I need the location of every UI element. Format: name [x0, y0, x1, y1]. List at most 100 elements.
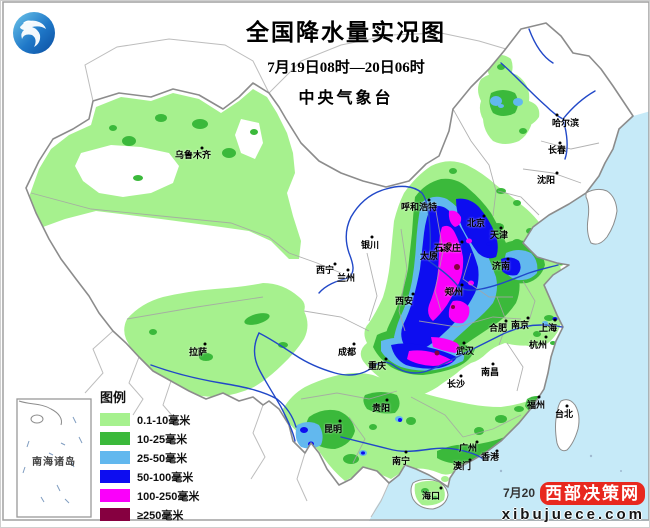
city-label: 银川	[361, 240, 380, 250]
map-agency: 中央气象台	[298, 90, 394, 107]
city-label: 太原	[420, 251, 439, 261]
city-label: 海口	[422, 491, 441, 501]
city-dot	[411, 292, 415, 296]
watermark-site-name: 西部决策网	[540, 482, 645, 505]
city-dot	[427, 198, 431, 202]
city-label: 南宁	[392, 456, 411, 466]
city-label: 南京	[511, 320, 530, 330]
city-dot	[370, 235, 374, 239]
city-label: 郑州	[445, 287, 464, 297]
legend-swatch	[100, 470, 130, 483]
sea-islets	[499, 454, 622, 473]
legend-label: 25-50毫米	[137, 452, 188, 465]
legend-label: 0.1-10毫米	[137, 414, 191, 427]
city-dot	[460, 240, 464, 244]
city-label: 西安	[395, 296, 414, 306]
date-fragment: 7月20	[503, 486, 536, 500]
city-dot	[439, 486, 443, 490]
city-label: 重庆	[368, 361, 387, 371]
city-label: 杭州	[529, 340, 548, 350]
legend-item: ≥250毫米	[100, 505, 199, 524]
city-dot	[499, 226, 503, 230]
city-dot	[475, 440, 479, 444]
city-dot	[352, 342, 356, 346]
city-label: 南昌	[481, 367, 500, 377]
city-dot	[440, 248, 444, 252]
city-dot	[553, 318, 557, 322]
city-label: 福州	[527, 400, 546, 410]
city-dot	[385, 398, 389, 402]
city-label: 天津	[490, 230, 509, 240]
inset-box	[16, 398, 92, 518]
legend-label: 50-100毫米	[137, 471, 194, 484]
map-period: 7月19日08时—20日06时	[267, 60, 425, 76]
korea-peninsula	[585, 188, 618, 245]
inset-islands	[18, 400, 83, 504]
legend-label: 10-25毫米	[137, 433, 188, 446]
city-dot	[404, 450, 408, 454]
watermark-domain: xibujuece.com	[501, 506, 645, 523]
city-label: 香港	[481, 452, 500, 462]
city-label: 长沙	[447, 379, 466, 389]
city-label: 西宁	[316, 265, 335, 275]
city-label: 拉萨	[189, 347, 208, 357]
legend-label: 100-250毫米	[137, 490, 200, 503]
city-label: 广州	[459, 443, 478, 453]
city-label: 贵阳	[372, 403, 391, 413]
city-dot	[504, 319, 508, 323]
city-label: 成都	[338, 347, 357, 357]
city-label: 武汉	[456, 346, 475, 356]
legend-label: ≥250毫米	[137, 509, 184, 522]
city-label: 济南	[492, 261, 511, 271]
city-label: 昆明	[324, 424, 343, 434]
legend-swatch	[100, 413, 130, 426]
city-dot	[459, 374, 463, 378]
legend-item: 25-50毫米	[100, 448, 199, 467]
city-dot	[495, 449, 499, 453]
city-dot	[338, 419, 342, 423]
city-dot	[200, 146, 204, 150]
inset-label: 南海诸岛	[32, 457, 76, 468]
legend-title: 图例	[100, 390, 127, 405]
city-dot	[555, 171, 559, 175]
city-label: 乌鲁木齐	[175, 150, 212, 160]
city-dot	[558, 141, 562, 145]
city-label: 呼和浩特	[401, 202, 438, 212]
city-dot	[555, 113, 559, 117]
map-title: 全国降水量实况图	[246, 20, 446, 45]
city-label: 沈阳	[537, 175, 556, 185]
rain-holes	[75, 119, 263, 197]
city-label: 石家庄	[434, 243, 462, 253]
city-dot	[384, 357, 388, 361]
city-label: 哈尔滨	[552, 118, 580, 128]
province-borders	[30, 108, 600, 464]
legend-item: 50-100毫米	[100, 467, 199, 486]
city-label: 兰州	[337, 273, 356, 283]
cma-logo-icon	[13, 12, 55, 54]
city-dot	[506, 257, 510, 261]
city-dot	[544, 335, 548, 339]
watermark: 西部决策网 xibujuece.com	[502, 482, 645, 523]
title-block: 全国降水量实况图 7月19日08时—20日06时 中央气象台	[171, 13, 521, 108]
city-dot	[491, 362, 495, 366]
rain-level-6	[434, 242, 460, 356]
city-dot	[482, 214, 486, 218]
city-dot	[565, 404, 569, 408]
city-dot	[333, 262, 337, 266]
legend-item: 10-25毫米	[100, 429, 199, 448]
legend-item: 0.1-10毫米	[100, 410, 199, 429]
neighbor-borders	[84, 32, 507, 518]
city-dot	[460, 283, 464, 287]
legend-swatch	[100, 432, 130, 445]
city-label: 澳门	[453, 461, 472, 471]
city-dot	[346, 268, 350, 272]
city-dot	[526, 316, 530, 320]
city-label: 合肥	[489, 323, 508, 333]
legend-item: 100-250毫米	[100, 486, 199, 505]
legend: 图例 0.1-10毫米 10-25毫米 25-50毫米 50-100毫米 100…	[100, 387, 199, 524]
legend-swatch	[100, 489, 130, 502]
legend-swatch	[100, 508, 130, 521]
